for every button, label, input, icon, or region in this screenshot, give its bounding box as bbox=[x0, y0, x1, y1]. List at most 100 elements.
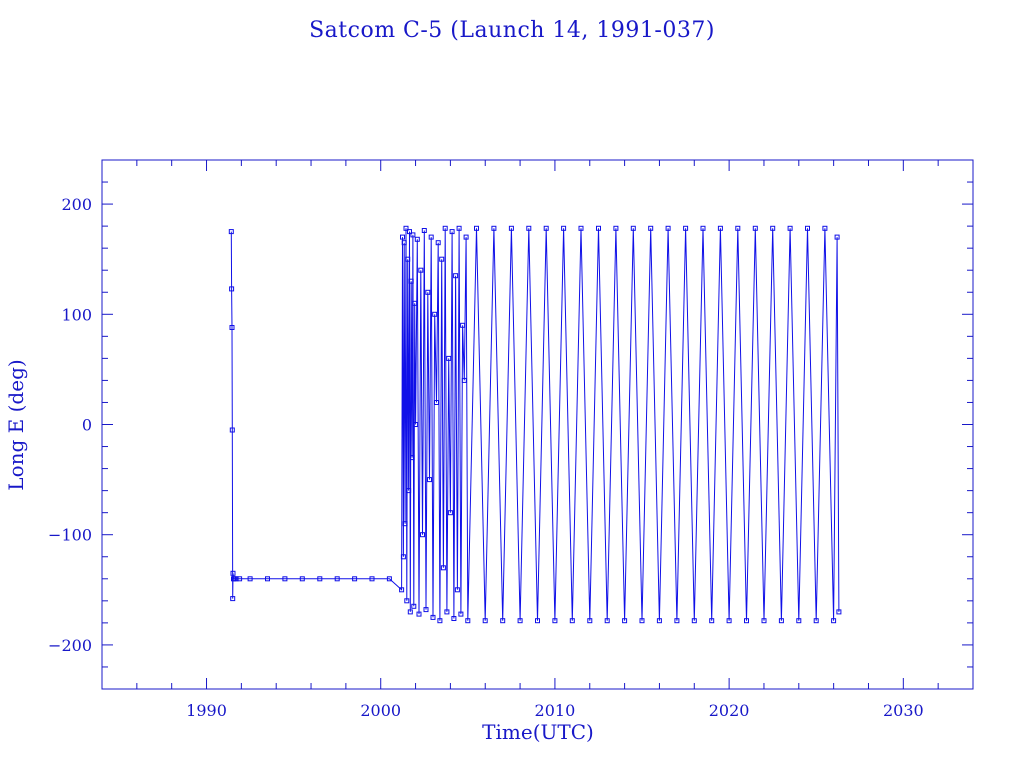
data-point bbox=[709, 618, 715, 624]
y-tick-label: 0 bbox=[82, 416, 92, 435]
data-point bbox=[761, 618, 767, 624]
data-point bbox=[411, 603, 417, 609]
data-point bbox=[648, 225, 654, 231]
data-point bbox=[247, 576, 253, 582]
data-point bbox=[535, 618, 540, 624]
data-point bbox=[834, 234, 840, 240]
data-point bbox=[282, 576, 288, 582]
data-point bbox=[229, 325, 235, 330]
data-point bbox=[442, 225, 448, 231]
data-point bbox=[691, 618, 697, 624]
data-point bbox=[421, 228, 427, 233]
data-point bbox=[831, 618, 837, 624]
data-point bbox=[787, 225, 793, 231]
data-point bbox=[420, 532, 425, 538]
data-point bbox=[401, 240, 407, 246]
data-point bbox=[399, 587, 405, 593]
data-point bbox=[717, 225, 723, 231]
data-point bbox=[414, 236, 420, 242]
data-point bbox=[434, 400, 439, 405]
data-point bbox=[405, 256, 411, 262]
data-point bbox=[456, 225, 462, 231]
data-point bbox=[440, 565, 446, 571]
data-point bbox=[230, 570, 236, 576]
data-point bbox=[400, 234, 405, 240]
series-layer bbox=[228, 225, 842, 624]
data-point bbox=[613, 225, 619, 231]
y-tick-label: 200 bbox=[61, 195, 92, 214]
data-point bbox=[813, 618, 819, 624]
data-point bbox=[428, 234, 434, 240]
y-axis-label: Long E (deg) bbox=[4, 359, 28, 490]
data-point bbox=[418, 267, 424, 273]
axis-tick-labels: 1990 2000 2010 2020 2030 −200 −100 0 100 200 bbox=[48, 195, 924, 720]
data-point bbox=[508, 225, 514, 231]
data-point bbox=[735, 225, 741, 231]
data-point bbox=[430, 614, 436, 620]
data-point bbox=[674, 618, 680, 624]
x-tick-label: 2020 bbox=[709, 701, 750, 720]
data-point bbox=[460, 322, 466, 328]
data-point bbox=[596, 225, 601, 231]
data-point bbox=[229, 427, 235, 433]
data-point bbox=[665, 225, 671, 231]
data-point bbox=[437, 618, 443, 624]
data-point bbox=[561, 225, 567, 231]
data-point bbox=[491, 225, 497, 231]
data-point bbox=[604, 618, 610, 624]
data-point bbox=[482, 618, 488, 624]
data-point bbox=[386, 576, 392, 582]
data-point bbox=[447, 510, 453, 516]
data-point bbox=[587, 618, 593, 624]
data-point bbox=[406, 488, 412, 494]
data-point bbox=[444, 609, 450, 615]
x-tick-label: 2030 bbox=[883, 701, 924, 720]
data-point bbox=[446, 355, 452, 361]
data-point bbox=[407, 229, 412, 235]
data-point bbox=[352, 576, 358, 582]
y-tick-label: −200 bbox=[48, 636, 92, 655]
data-point bbox=[228, 229, 234, 235]
data-point bbox=[543, 225, 549, 231]
data-point bbox=[630, 225, 636, 231]
axis-ticks bbox=[101, 159, 974, 690]
data-point bbox=[334, 576, 340, 582]
data-point bbox=[413, 422, 419, 427]
data-point bbox=[796, 618, 802, 624]
data-point bbox=[726, 618, 732, 624]
data-point bbox=[578, 225, 584, 231]
data-point bbox=[423, 607, 429, 613]
y-tick-label: −100 bbox=[48, 526, 92, 545]
data-point bbox=[403, 225, 409, 231]
data-point bbox=[770, 225, 776, 231]
data-point bbox=[465, 618, 471, 624]
data-point bbox=[369, 576, 375, 582]
data-point bbox=[569, 618, 575, 624]
data-point bbox=[427, 477, 432, 483]
data-point bbox=[474, 225, 479, 231]
data-point bbox=[454, 587, 460, 593]
data-point bbox=[822, 225, 828, 231]
data-point bbox=[265, 576, 270, 582]
data-point bbox=[656, 618, 662, 624]
data-point bbox=[317, 576, 323, 582]
data-point bbox=[451, 616, 457, 621]
data-point bbox=[463, 234, 469, 240]
data-point bbox=[836, 609, 842, 615]
y-tick-label: 100 bbox=[61, 305, 92, 324]
x-tick-label: 1990 bbox=[186, 701, 227, 720]
data-point bbox=[517, 618, 523, 624]
data-point bbox=[230, 596, 236, 602]
data-point bbox=[683, 225, 689, 231]
data-point bbox=[435, 240, 441, 246]
data-point bbox=[500, 618, 506, 624]
data-point bbox=[409, 455, 415, 461]
data-point bbox=[404, 598, 410, 604]
data-point bbox=[402, 521, 408, 527]
data-point bbox=[744, 618, 749, 624]
data-point bbox=[410, 232, 416, 238]
data-point bbox=[425, 289, 431, 295]
data-point bbox=[400, 554, 406, 560]
data-point bbox=[408, 278, 414, 284]
